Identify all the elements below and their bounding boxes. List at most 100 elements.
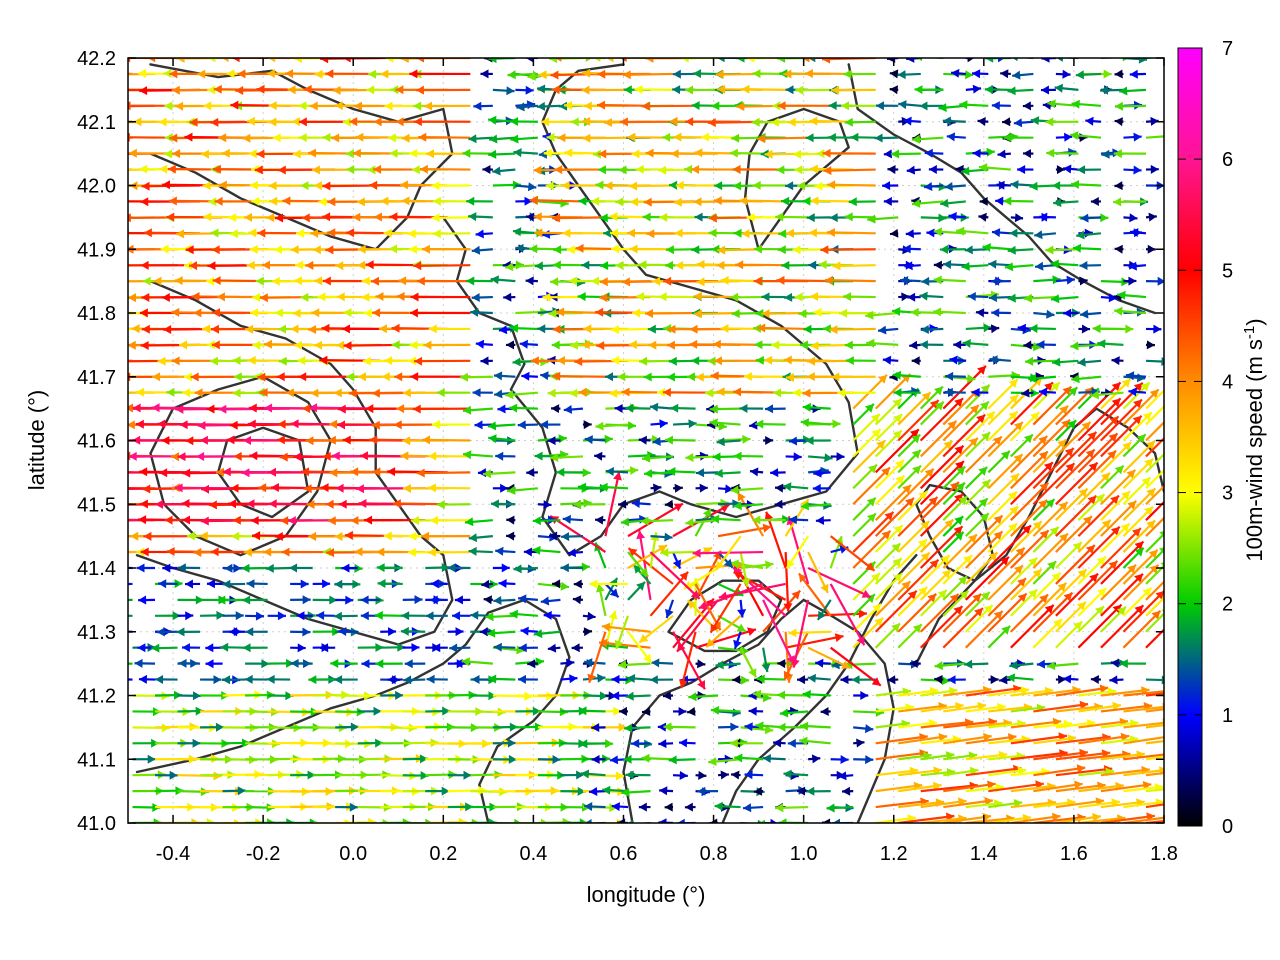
wind-arrow (649, 551, 701, 600)
wind-arrow-head (753, 276, 762, 286)
wind-arrow-head (428, 324, 437, 334)
wind-arrow-head (788, 436, 798, 446)
wind-arrow-head (625, 403, 634, 413)
wind-arrow-head (361, 276, 370, 286)
wind-arrow-shaft (965, 735, 1017, 745)
wind-arrow-head (800, 501, 809, 511)
wind-arrow (493, 596, 516, 605)
wind-arrow (897, 586, 928, 617)
wind-arrow (965, 733, 1017, 745)
wind-arrow (874, 474, 906, 506)
wind-arrow (421, 435, 471, 445)
wind-arrow-shaft (601, 625, 651, 633)
wind-arrow-head (392, 499, 401, 509)
wind-arrow-head (493, 371, 503, 381)
wind-arrow (320, 643, 336, 653)
wind-arrow-head (933, 275, 942, 285)
wind-arrow (695, 770, 707, 780)
wind-arrow-head (664, 532, 673, 542)
wind-arrow-head (714, 468, 723, 478)
wind-arrow (826, 803, 854, 813)
wind-arrow-head (988, 552, 998, 562)
wind-arrow-head (784, 292, 793, 302)
wind-arrow-head (782, 514, 791, 524)
wind-arrow-shaft (717, 525, 772, 538)
wind-arrow-head (752, 689, 762, 699)
wind-arrow-head (364, 515, 373, 525)
wind-arrow-head (761, 292, 770, 302)
wind-arrow (897, 468, 935, 506)
wind-arrow-head (179, 420, 188, 430)
wind-arrow-head (151, 643, 160, 653)
wind-arrow-head (98, 483, 106, 492)
wind-arrow-shaft (965, 686, 1022, 697)
wind-arrow (596, 583, 607, 617)
wind-arrow-head (143, 531, 152, 541)
wind-arrow-head (237, 786, 246, 796)
wind-arrow-head (391, 323, 400, 333)
wind-arrow-head (591, 754, 600, 764)
wind-arrow (965, 604, 994, 633)
wind-arrow-head (196, 452, 205, 461)
wind-arrow-head (79, 532, 87, 541)
wind-arrow (874, 524, 904, 553)
wind-arrow (874, 497, 915, 537)
wind-arrow-head (431, 420, 440, 429)
wind-arrow (658, 292, 696, 302)
wind-arrow (715, 660, 741, 670)
wind-arrow-head (1057, 582, 1067, 592)
wind-arrow-head (865, 755, 874, 765)
wind-arrow-head (799, 736, 808, 746)
wind-arrow (897, 538, 928, 569)
wind-arrow-head (677, 642, 686, 652)
wind-arrow-head (243, 547, 252, 557)
wind-arrow-head (176, 627, 185, 637)
wind-arrow-head (454, 595, 463, 605)
wind-arrow-head (506, 531, 515, 541)
wind-arrow (128, 550, 133, 554)
wind-arrow-head (832, 419, 841, 429)
wind-arrow (582, 420, 592, 430)
wind-arrow (128, 279, 133, 283)
wind-arrow-head (532, 516, 541, 526)
wind-arrow (987, 505, 1019, 537)
wind-arrow-head (642, 707, 651, 716)
wind-arrow-head (866, 338, 875, 348)
wind-arrow-shaft (829, 583, 866, 646)
wind-arrow-head (174, 276, 183, 286)
wind-arrow-head (695, 372, 704, 382)
wind-arrow (1032, 532, 1069, 569)
wind-arrow-head (194, 388, 203, 398)
wind-arrow (495, 451, 516, 461)
wind-arrow (1077, 519, 1112, 553)
wind-arrow-head (744, 770, 753, 780)
wind-arrow (587, 631, 607, 683)
wind-arrow (965, 610, 1004, 649)
wind-arrow-head (698, 601, 708, 610)
wind-arrow (1145, 547, 1164, 569)
wind-arrow-head (934, 661, 943, 671)
wind-arrow-shaft (808, 612, 868, 617)
wind-arrow (495, 546, 516, 556)
wind-arrow-shaft (604, 471, 621, 537)
wind-arrow-head (611, 691, 620, 701)
wind-arrow (404, 659, 426, 669)
wind-arrow-head (360, 595, 369, 605)
wind-arrow (774, 499, 786, 509)
wind-arrow-head (228, 499, 237, 509)
wind-arrow-head (933, 781, 942, 791)
wind-arrow-head (1101, 472, 1110, 482)
wind-arrow-head (649, 675, 658, 685)
wind-arrow-head (357, 260, 366, 270)
wind-arrow-shaft (1145, 755, 1164, 761)
wind-arrow (462, 405, 493, 415)
wind-arrow (618, 706, 628, 716)
wind-arrow-head (259, 293, 268, 303)
wind-arrow-head (844, 340, 853, 350)
wind-arrow-head (910, 307, 919, 317)
wind-arrow (717, 551, 734, 569)
wind-arrow-head (1165, 460, 1174, 469)
wind-arrow-head (286, 818, 295, 823)
wind-arrow-head (866, 497, 876, 507)
wind-arrow (1077, 560, 1119, 601)
